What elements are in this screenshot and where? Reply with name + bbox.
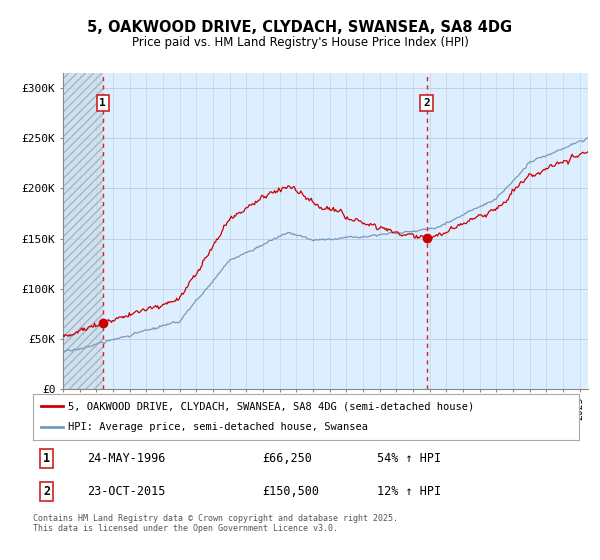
Text: 54% ↑ HPI: 54% ↑ HPI [377,451,441,465]
Bar [63,73,103,389]
Text: 1: 1 [43,451,50,465]
Text: 5, OAKWOOD DRIVE, CLYDACH, SWANSEA, SA8 4DG (semi-detached house): 5, OAKWOOD DRIVE, CLYDACH, SWANSEA, SA8 … [68,401,475,411]
Text: 1: 1 [100,98,106,108]
Bar [63,73,103,389]
Text: HPI: Average price, semi-detached house, Swansea: HPI: Average price, semi-detached house,… [68,422,368,432]
Text: 2: 2 [43,484,50,498]
Text: 5, OAKWOOD DRIVE, CLYDACH, SWANSEA, SA8 4DG: 5, OAKWOOD DRIVE, CLYDACH, SWANSEA, SA8 … [88,20,512,35]
Text: 23-OCT-2015: 23-OCT-2015 [88,484,166,498]
Text: 12% ↑ HPI: 12% ↑ HPI [377,484,441,498]
Text: 24-MAY-1996: 24-MAY-1996 [88,451,166,465]
Text: Contains HM Land Registry data © Crown copyright and database right 2025.
This d: Contains HM Land Registry data © Crown c… [33,514,398,534]
Text: £150,500: £150,500 [262,484,319,498]
Text: 2: 2 [423,98,430,108]
Text: Price paid vs. HM Land Registry's House Price Index (HPI): Price paid vs. HM Land Registry's House … [131,36,469,49]
Text: £66,250: £66,250 [262,451,312,465]
